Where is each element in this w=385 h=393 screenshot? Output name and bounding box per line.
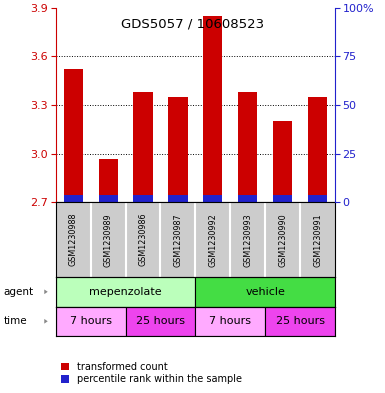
- Bar: [308, 97, 327, 202]
- Text: GSM1230986: GSM1230986: [139, 213, 147, 266]
- Bar: [64, 70, 83, 202]
- Bar: [64, 195, 83, 202]
- Bar: [195, 277, 335, 307]
- Bar: [56, 277, 195, 307]
- Bar: [168, 195, 187, 202]
- Bar: [265, 307, 335, 336]
- Text: GSM1230992: GSM1230992: [208, 213, 218, 266]
- Bar: [238, 195, 257, 202]
- Bar: [308, 195, 327, 202]
- Text: 25 hours: 25 hours: [276, 316, 325, 326]
- Bar: [168, 97, 187, 202]
- Text: GSM1230990: GSM1230990: [278, 213, 287, 266]
- Legend: transformed count, percentile rank within the sample: transformed count, percentile rank withi…: [59, 360, 244, 386]
- Text: agent: agent: [4, 287, 34, 297]
- Text: GSM1230991: GSM1230991: [313, 213, 322, 266]
- Bar: [273, 121, 292, 202]
- Text: GSM1230993: GSM1230993: [243, 213, 252, 266]
- Bar: [56, 307, 126, 336]
- Bar: [134, 195, 152, 202]
- Bar: [99, 195, 118, 202]
- Text: GSM1230988: GSM1230988: [69, 213, 78, 266]
- Bar: [99, 159, 118, 202]
- Text: time: time: [4, 316, 27, 326]
- Bar: [195, 307, 265, 336]
- Bar: [238, 92, 257, 202]
- Text: GSM1230989: GSM1230989: [104, 213, 113, 266]
- Text: GDS5057 / 10608523: GDS5057 / 10608523: [121, 18, 264, 31]
- Text: GSM1230987: GSM1230987: [173, 213, 182, 266]
- Text: mepenzolate: mepenzolate: [89, 287, 162, 297]
- Text: 7 hours: 7 hours: [70, 316, 112, 326]
- Bar: [273, 195, 292, 202]
- Bar: [203, 195, 223, 202]
- Bar: [203, 16, 223, 202]
- Bar: [134, 92, 152, 202]
- Bar: [126, 307, 195, 336]
- Text: 7 hours: 7 hours: [209, 316, 251, 326]
- Text: vehicle: vehicle: [245, 287, 285, 297]
- Text: 25 hours: 25 hours: [136, 316, 185, 326]
